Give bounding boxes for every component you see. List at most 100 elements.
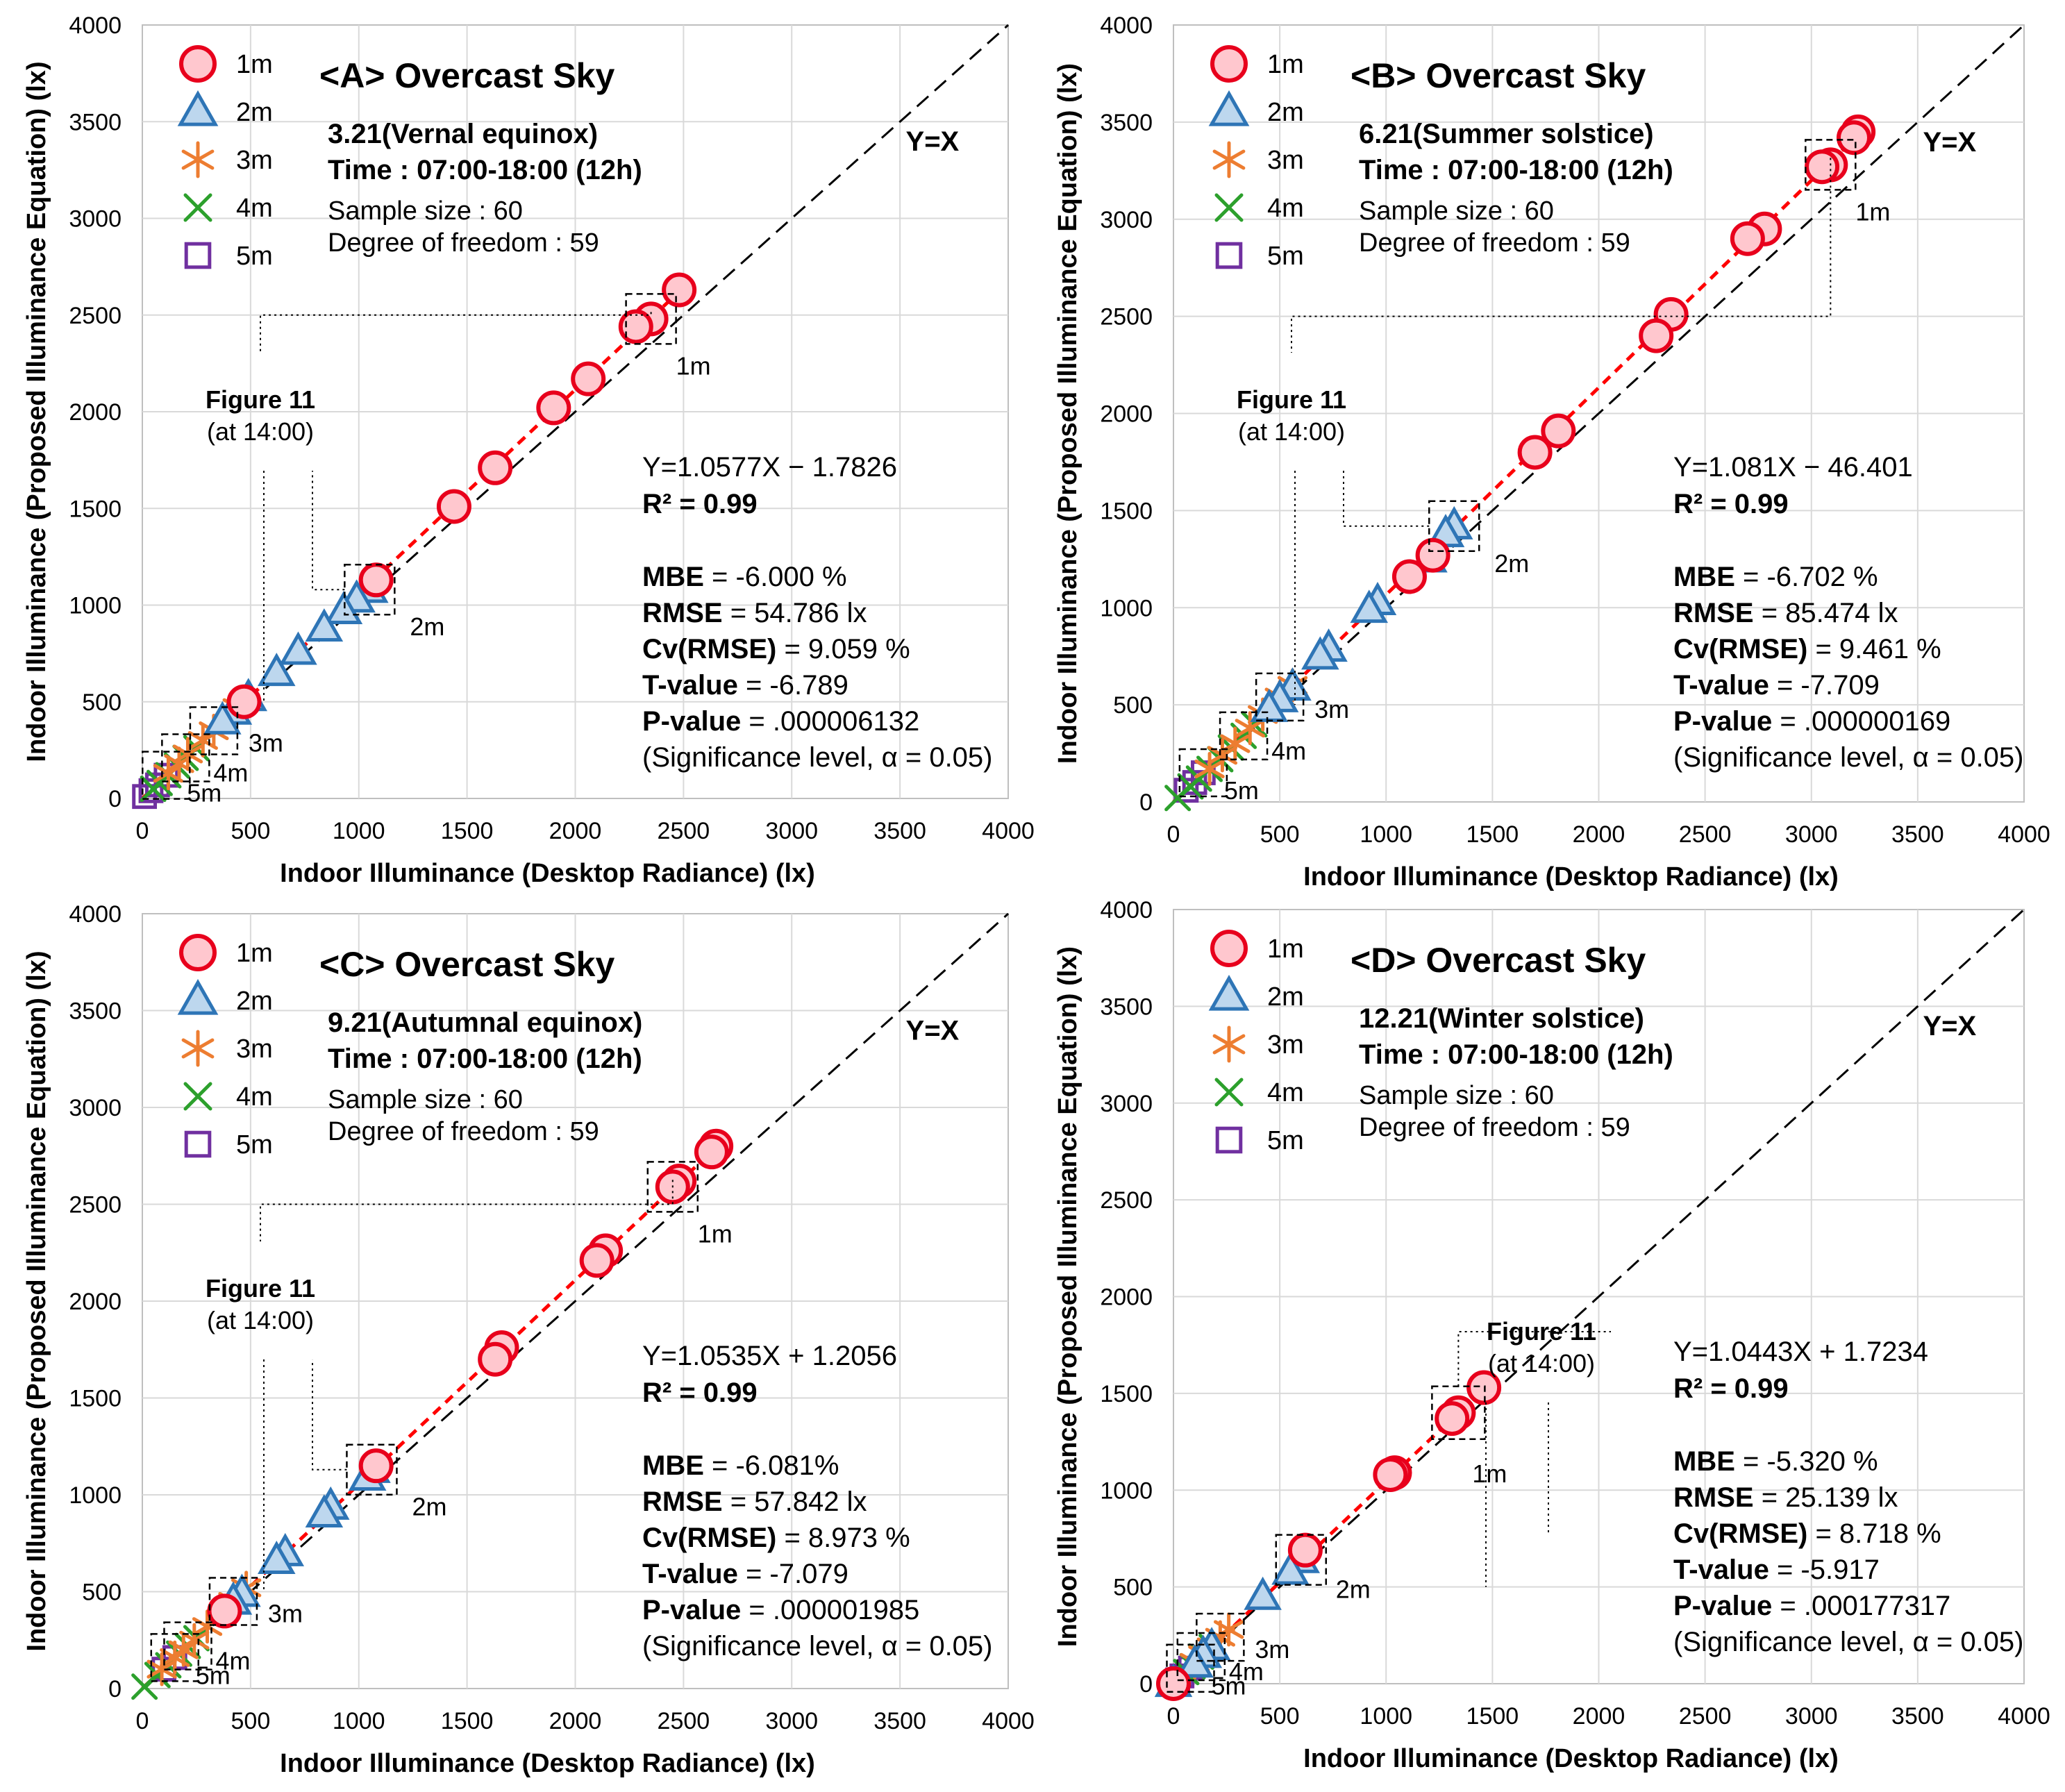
y-axis-title: Indoor Illuminance (Proposed Illuminance… [1053, 63, 1082, 764]
cross-stroke [1164, 785, 1192, 812]
legend-label-2m: 2m [1267, 98, 1304, 127]
legend-label-5m: 5m [1267, 242, 1304, 271]
highlight-box-5m [142, 751, 191, 800]
stat-p-value: P-value = .000001985 [642, 1595, 919, 1625]
period-date: 12.21(Winter solstice) [1359, 1003, 1644, 1034]
highlight-box-label-3m: 3m [249, 729, 283, 757]
highlight-box-2m [1275, 1534, 1327, 1586]
y-tick-label: 3500 [69, 109, 122, 135]
data-point-5m [1173, 778, 1199, 803]
x-tick-label: 1500 [441, 818, 494, 844]
stat-value: = -6.789 [738, 670, 848, 701]
data-point-1m [571, 361, 606, 396]
data-point-3m [187, 723, 218, 757]
stat-mbe: MBE = -6.702 % [1673, 562, 1878, 592]
data-point-1m [436, 489, 471, 524]
x-tick-label: 3000 [1785, 1703, 1838, 1730]
data-point-3m [160, 1640, 190, 1675]
cross-stroke [183, 1082, 212, 1111]
y-tick-label: 500 [1113, 1575, 1153, 1601]
period-time: Time : 07:00-18:00 (12h) [328, 155, 642, 185]
data-point-1m [579, 1243, 615, 1278]
data-point-1m [536, 390, 571, 426]
y-tick-label: 4000 [69, 12, 122, 39]
identity-line-label: Y=X [906, 126, 960, 157]
stat-value: = -7.079 [738, 1559, 848, 1589]
data-point-2m [1208, 975, 1250, 1011]
data-point-1m [1639, 318, 1674, 353]
y-tick-label: 3000 [1100, 207, 1153, 233]
data-point-1m [478, 1341, 513, 1377]
stat-value: = 9.059 % [776, 634, 910, 664]
data-point-1m [1730, 221, 1765, 256]
chart-panel-c: 00 500 500 1000 1000 1500 1500 2000 2000 2500 2500… [22, 901, 1035, 1778]
x-tick-label: 2000 [1573, 1703, 1625, 1730]
identity-line-label: Y=X [906, 1015, 960, 1046]
highlight-box-label-5m: 5m [196, 1661, 231, 1689]
y-tick-label: 3000 [1100, 1091, 1153, 1117]
data-point-3m [179, 1623, 210, 1657]
x-tick-label: 1500 [1466, 821, 1519, 848]
legend-label-1m: 1m [1267, 50, 1304, 79]
figure-reference: Figure 11 [206, 1274, 315, 1303]
legend-label-4m: 4m [236, 194, 273, 223]
y-tick-label: 1500 [69, 1386, 122, 1412]
chart-panel-d: 00 500 500 1000 1000 1500 1500 2000 2000 2500 2500… [1053, 897, 2050, 1773]
highlight-box-1m [625, 293, 677, 345]
x-tick-label: 1000 [1360, 1703, 1412, 1730]
stat-rmse: RMSE = 54.786 lx [642, 598, 867, 628]
stat-t-value: T-value = -5.917 [1673, 1555, 1880, 1585]
data-point-4m [140, 776, 167, 803]
stat-key: RMSE [1673, 598, 1754, 628]
x-tick-label: 4000 [1998, 821, 2050, 848]
data-point-1m [1415, 537, 1450, 573]
stat-value: = 54.786 lx [723, 598, 867, 628]
x-tick-label: 1000 [1360, 821, 1412, 848]
legend: 1m 2m 3m 4m 5m [1208, 930, 1304, 1155]
legend-label-3m: 3m [1267, 146, 1304, 175]
data-point-1m [1805, 149, 1840, 185]
legend-label-5m: 5m [1267, 1126, 1304, 1155]
data-point-1m [226, 684, 262, 719]
y-tick-label: 3000 [69, 1095, 122, 1121]
stat-cv-rmse-: Cv(RMSE) = 9.461 % [1673, 634, 1941, 664]
stat-value: = -6.081% [704, 1450, 839, 1481]
r-squared: R² = 0.99 [1673, 489, 1789, 519]
asterisk-stroke [1194, 759, 1225, 778]
identity-line-label: Y=X [1923, 127, 1976, 158]
data-point-5m [138, 778, 164, 803]
highlight-box-3m [1255, 672, 1305, 722]
stat-key: P-value [642, 1595, 741, 1625]
y-tick-label: 0 [108, 786, 122, 812]
y-tick-label: 0 [1139, 789, 1153, 816]
x-tick-label: 4000 [1998, 1703, 2050, 1730]
stat-key: P-value [1673, 1591, 1772, 1621]
r-squared: R² = 0.99 [642, 1378, 758, 1408]
stat-key: RMSE [642, 598, 723, 628]
connector-1m [260, 312, 652, 353]
data-point-2m [1350, 589, 1389, 623]
legend-label-4m: 4m [1267, 194, 1304, 223]
y-tick-label: 1500 [1100, 1381, 1153, 1407]
data-point-1m [662, 272, 697, 308]
identity-line [142, 24, 1009, 800]
stat-key: RMSE [642, 1487, 723, 1517]
y-tick-label: 0 [108, 1676, 122, 1702]
period-time: Time : 07:00-18:00 (12h) [1359, 155, 1673, 185]
legend: 1m 2m 3m 4m 5m [177, 934, 273, 1159]
y-tick-label: 2500 [1100, 1187, 1153, 1214]
data-point-2m [258, 1541, 296, 1574]
x-tick-label: 500 [231, 818, 271, 844]
stat-key: MBE [1673, 1446, 1735, 1477]
data-point-3m [181, 1030, 215, 1067]
y-tick-label: 3500 [1100, 110, 1153, 136]
stat-value: = -5.917 [1769, 1555, 1880, 1585]
legend-label-3m: 3m [1267, 1030, 1304, 1060]
cross-stroke [1214, 193, 1244, 222]
highlight-box-5m [1166, 1643, 1215, 1693]
x-tick-label: 2500 [1679, 1703, 1732, 1730]
data-point-5m [184, 1130, 212, 1158]
data-point-1m [358, 1448, 394, 1484]
legend-label-2m: 2m [236, 987, 273, 1016]
highlight-box-label-1m: 1m [1855, 197, 1890, 226]
